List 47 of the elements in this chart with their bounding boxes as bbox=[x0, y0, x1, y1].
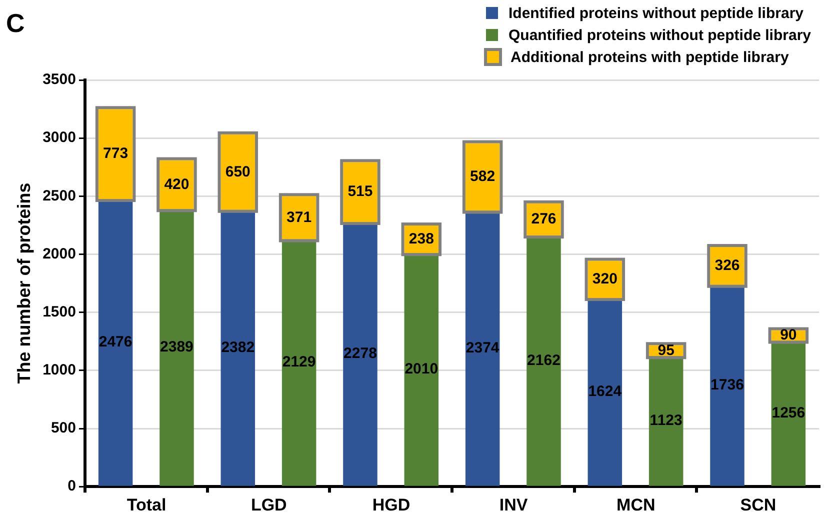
data-label: 2162 bbox=[527, 352, 560, 369]
data-label: 773 bbox=[103, 145, 128, 162]
legend-label: Quantified proteins without peptide library bbox=[508, 26, 811, 44]
y-tick-label: 3500 bbox=[42, 71, 76, 88]
data-label: 1123 bbox=[650, 412, 682, 430]
data-label: 582 bbox=[470, 168, 496, 186]
x-tick-label: HGD bbox=[372, 495, 410, 514]
data-label: 320 bbox=[592, 270, 618, 288]
y-tick-label: 500 bbox=[50, 420, 76, 437]
x-tick-label: INV bbox=[499, 495, 528, 514]
data-label: 238 bbox=[408, 230, 434, 248]
data-label: 2010 bbox=[404, 360, 438, 378]
bar bbox=[404, 253, 439, 486]
x-tick-label: SCN bbox=[740, 495, 776, 514]
data-label: 326 bbox=[714, 257, 740, 274]
y-axis-title: The number of proteins bbox=[14, 182, 34, 384]
data-label: 1736 bbox=[710, 376, 744, 394]
data-label: 650 bbox=[225, 163, 250, 180]
bar bbox=[160, 209, 194, 486]
x-tick-label: Total bbox=[126, 495, 166, 514]
data-label: 276 bbox=[531, 210, 556, 228]
data-label: 515 bbox=[348, 183, 373, 200]
data-label: 2476 bbox=[98, 334, 132, 351]
y-tick-label: 2000 bbox=[42, 245, 76, 262]
data-label: 2382 bbox=[221, 339, 255, 356]
chart-title: C bbox=[6, 8, 25, 39]
data-label: 1624 bbox=[588, 383, 622, 400]
bar bbox=[648, 356, 684, 486]
data-label: 2374 bbox=[466, 339, 500, 356]
legend-label: Additional proteins with peptide library bbox=[510, 48, 789, 66]
data-label: 371 bbox=[286, 208, 312, 226]
y-tick-label: 3000 bbox=[42, 129, 76, 146]
y-tick-label: 1500 bbox=[42, 303, 76, 320]
y-tick-label: 0 bbox=[68, 478, 76, 495]
data-label: 1256 bbox=[772, 404, 806, 422]
data-label: 2278 bbox=[344, 345, 377, 362]
x-tick-label: LGD bbox=[250, 495, 287, 514]
y-tick-label: 2500 bbox=[42, 187, 76, 204]
data-label: 2129 bbox=[282, 354, 316, 371]
y-tick-label: 1000 bbox=[42, 362, 76, 379]
bar bbox=[771, 340, 806, 486]
x-tick-label: MCN bbox=[616, 495, 656, 514]
data-label: 420 bbox=[164, 176, 190, 193]
data-label: 95 bbox=[658, 342, 674, 359]
data-label: 2389 bbox=[160, 338, 194, 356]
legend-label: Identified proteins without peptide library bbox=[508, 4, 804, 22]
data-label: 90 bbox=[780, 326, 797, 344]
